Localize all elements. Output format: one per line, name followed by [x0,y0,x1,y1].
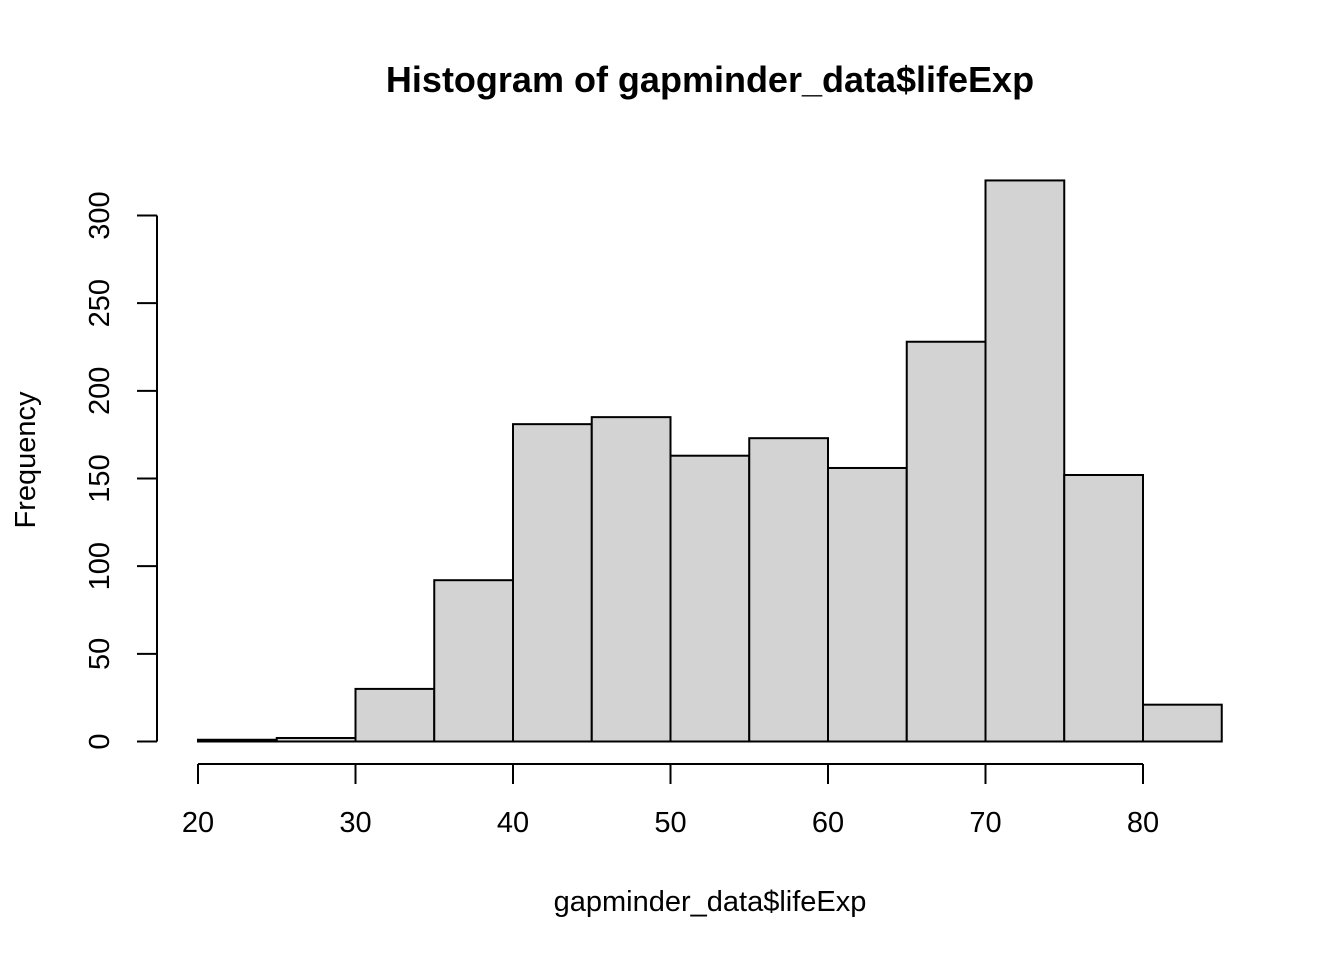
x-tick-label: 50 [654,807,686,839]
x-axis: 20 30 40 50 60 70 80 [182,763,1159,839]
histogram-bar [433,579,514,743]
y-tick-label: 100 [84,542,116,590]
y-tick-label: 300 [84,191,116,239]
y-tick-label: 250 [84,279,116,327]
y-tick-label: 200 [84,367,116,415]
histogram-bar [748,437,829,743]
x-tick-label: 40 [497,807,529,839]
x-tick-label: 80 [1127,807,1159,839]
histogram-bar [197,738,278,743]
histogram-bar [984,179,1066,743]
bars-group [197,179,1223,743]
x-tick-label: 20 [182,807,214,839]
y-axis: 0 50 100 150 200 250 300 [84,191,158,750]
chart-title: Histogram of gapminder_data$lifeExp [386,59,1034,100]
histogram-bar [512,423,593,743]
histogram-bar [275,736,357,743]
histogram-bar [1142,703,1223,743]
histogram-bar [827,466,908,743]
histogram-bar [1063,473,1144,743]
histogram-bar [354,687,436,743]
histogram-bar [669,454,751,743]
x-tick-label: 30 [339,807,371,839]
y-tick-label: 50 [84,638,116,670]
x-tick-label: 60 [812,807,844,839]
x-tick-label: 70 [969,807,1001,839]
x-axis-label: gapminder_data$lifeExp [554,886,867,918]
histogram-bar [590,416,672,743]
y-tick-label: 150 [84,454,116,502]
y-axis-label: Frequency [10,391,42,529]
y-tick-label: 0 [84,733,116,749]
histogram-bar [905,340,987,743]
